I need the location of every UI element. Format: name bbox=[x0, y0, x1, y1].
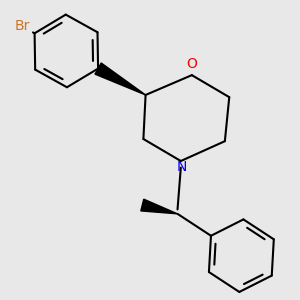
Text: N: N bbox=[177, 160, 187, 173]
Polygon shape bbox=[95, 63, 146, 95]
Text: O: O bbox=[186, 57, 197, 71]
Polygon shape bbox=[141, 199, 178, 214]
Text: Br: Br bbox=[14, 19, 30, 33]
